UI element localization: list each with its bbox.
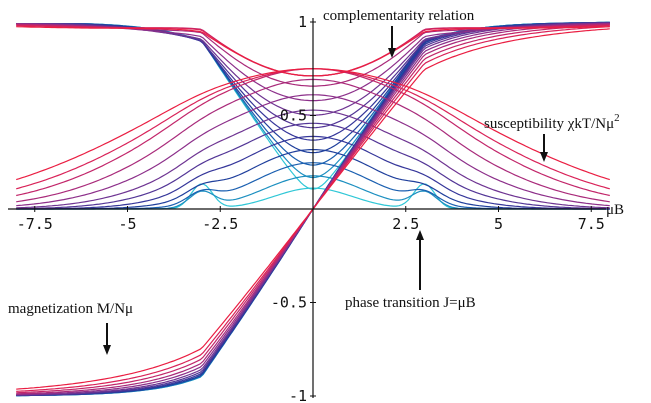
- arrowhead-phase-transition: [416, 230, 424, 240]
- annotation-phase-transition: phase transition J=μB: [345, 295, 476, 311]
- annotation-susceptibility-sup: 2: [614, 112, 620, 124]
- arrowhead-complementarity: [388, 48, 396, 58]
- y-tick-label-1: 1: [298, 13, 307, 31]
- x-tick-label-4: 2.5: [392, 215, 419, 233]
- x-tick-label-1: -7.5: [17, 215, 53, 233]
- arrowhead-susceptibility: [540, 152, 548, 162]
- x-tick-label-3: -2.5: [202, 215, 238, 233]
- annotation-susceptibility-text: susceptibility χkT/Nμ: [484, 116, 614, 132]
- x-tick-label-6: 7.5: [578, 215, 605, 233]
- x-tick-label-2: -5: [118, 215, 136, 233]
- arrowhead-magnetization: [103, 345, 111, 355]
- annotation-magnetization: magnetization M/Nμ: [8, 301, 133, 317]
- y-tick-label-3: -0.5: [271, 294, 307, 312]
- x-axis-label: μB: [606, 202, 624, 218]
- x-tick-label-5: 5: [494, 215, 503, 233]
- annotation-susceptibility: susceptibility χkT/Nμ2: [484, 112, 620, 132]
- y-tick-label-4: -1: [289, 387, 307, 403]
- ticks-group: -7.5 -5 -2.5 2.5 5 7.5 1 0.5 -0.5 -1: [17, 13, 605, 403]
- y-tick-label-2: 0.5: [280, 107, 307, 125]
- annotation-complementarity: complementarity relation: [323, 8, 475, 24]
